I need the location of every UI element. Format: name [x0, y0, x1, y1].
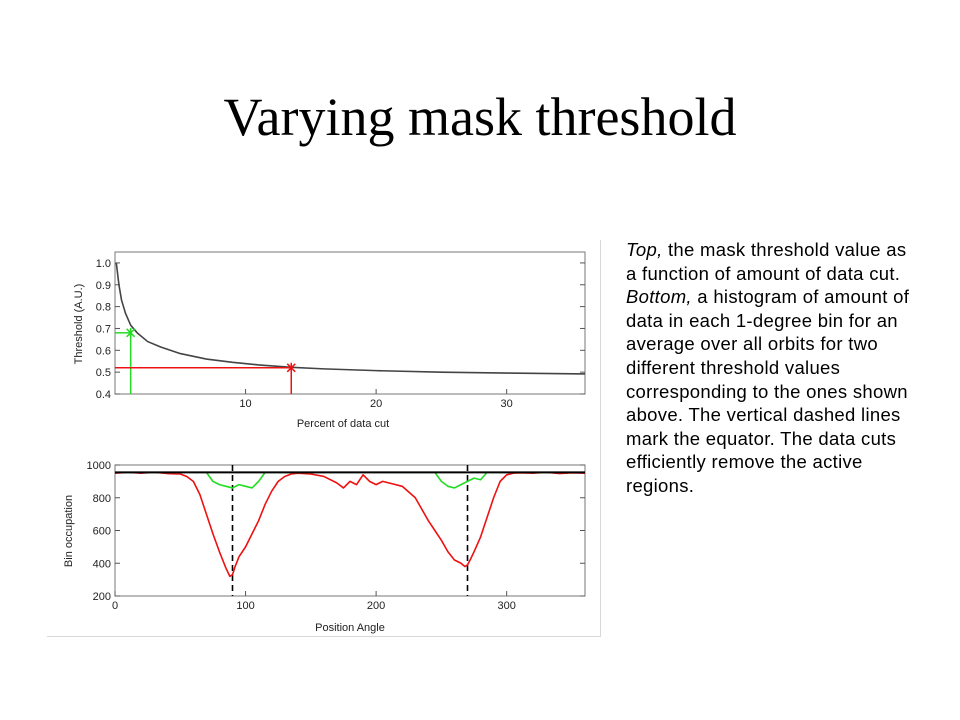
chart-svg: Percent of data cut Threshold (A.U.) Pos… — [63, 251, 586, 634]
caption-top-lead: Top, — [626, 239, 663, 260]
top-plot-marks: 10 20 30 0.4 0.5 0.6 0.7 0.8 0.9 1.0 — [96, 258, 586, 410]
top-y-tick-label: 0.6 — [96, 345, 111, 357]
top-x-axis-label: Percent of data cut — [297, 418, 389, 430]
bottom-y-tick-label: 200 — [93, 591, 111, 603]
top-y-tick-label: 1.0 — [96, 258, 111, 270]
top-y-tick-label: 0.4 — [96, 389, 111, 401]
bottom-y-tick-label: 600 — [93, 526, 111, 538]
top-y-tick-label: 0.5 — [96, 367, 111, 379]
bottom-y-tick-label: 400 — [93, 558, 111, 570]
top-y-tick-label: 0.9 — [96, 280, 111, 292]
top-x-tick-label: 20 — [370, 398, 382, 410]
top-y-tick-label: 0.8 — [96, 302, 111, 314]
bottom-y-axis-label: Bin occupation — [63, 495, 75, 567]
bottom-x-tick-label: 0 — [112, 600, 118, 612]
caption: Top, the mask threshold value as a funct… — [626, 238, 916, 498]
bottom-x-tick-label: 300 — [497, 600, 515, 612]
bottom-x-tick-label: 100 — [236, 600, 254, 612]
top-x-tick-label: 30 — [501, 398, 513, 410]
top-x-tick-label: 10 — [239, 398, 251, 410]
bottom-series-line — [115, 471, 585, 489]
top-marker-point — [286, 362, 296, 373]
top-plot-frame — [114, 251, 586, 395]
bottom-y-tick-label: 1000 — [87, 460, 111, 472]
figure-panel: Percent of data cut Threshold (A.U.) Pos… — [47, 240, 601, 637]
bottom-x-axis-label: Position Angle — [315, 622, 385, 634]
bottom-y-tick-label: 800 — [93, 493, 111, 505]
top-y-axis-label: Threshold (A.U.) — [73, 284, 85, 365]
top-series-line — [115, 262, 586, 375]
bottom-plot-frame — [114, 464, 586, 597]
caption-bottom-text: a histogram of amount of data in each 1-… — [626, 286, 910, 496]
caption-bottom-lead: Bottom, — [626, 286, 692, 308]
caption-top-text: the mask threshold value as a function o… — [626, 239, 907, 284]
slide-title: Varying mask threshold — [223, 87, 737, 147]
bottom-plot-marks: 0 100 200 300 200 400 600 800 1000 — [87, 460, 586, 612]
top-marker-point — [126, 327, 136, 338]
bottom-x-tick-label: 200 — [367, 600, 385, 612]
bottom-series-line — [114, 471, 586, 578]
top-y-tick-label: 0.7 — [96, 323, 111, 335]
